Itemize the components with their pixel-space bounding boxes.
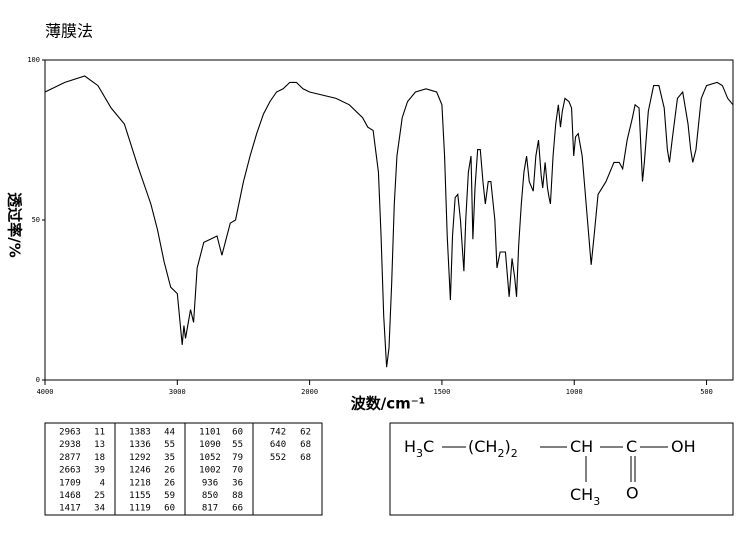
- structure-group: H3C: [404, 437, 434, 460]
- x-axis-title: 波数/cm⁻¹: [351, 395, 426, 413]
- structure-group: CH: [570, 437, 593, 456]
- peak-transmittance: 60: [164, 504, 175, 514]
- peak-transmittance: 62: [300, 428, 311, 438]
- peak-transmittance: 13: [94, 440, 105, 450]
- x-tick-label: 2000: [301, 388, 318, 396]
- peak-wavenumber: 1119: [129, 504, 151, 514]
- y-axis-title: 透过率/%: [6, 192, 24, 258]
- x-tick-label: 4000: [37, 388, 54, 396]
- peak-wavenumber: 1052: [199, 453, 221, 463]
- peak-transmittance: 44: [164, 428, 175, 438]
- peak-wavenumber: 936: [202, 478, 218, 488]
- peak-wavenumber: 640: [270, 440, 286, 450]
- peak-wavenumber: 850: [202, 491, 218, 501]
- structure-bonds: [442, 446, 668, 482]
- peak-transmittance: 26: [164, 466, 175, 476]
- peak-wavenumber: 817: [202, 504, 218, 514]
- structure-group: C: [626, 437, 637, 456]
- peak-transmittance: 55: [164, 440, 175, 450]
- peak-table-frame: [44, 422, 323, 516]
- peak-wavenumber: 1383: [129, 428, 151, 438]
- peak-wavenumber: 1292: [129, 453, 151, 463]
- peak-wavenumber: 1336: [129, 440, 151, 450]
- y-tick-label: 50: [32, 216, 40, 224]
- peak-wavenumber: 1101: [199, 428, 221, 438]
- peak-transmittance: 79: [232, 453, 243, 463]
- peak-transmittance: 55: [232, 440, 243, 450]
- peak-wavenumber: 1468: [59, 491, 81, 501]
- chart-title: 薄膜法: [45, 22, 93, 41]
- plot-frame: [44, 59, 734, 381]
- structure-group: (CH2)2: [468, 437, 518, 460]
- peak-wavenumber: 1155: [129, 491, 151, 501]
- x-tick-label: 500: [700, 388, 713, 396]
- peak-transmittance: 18: [94, 453, 105, 463]
- peak-transmittance: 11: [94, 428, 105, 438]
- peak-wavenumber: 1417: [59, 504, 81, 514]
- peak-wavenumber: 2877: [59, 453, 81, 463]
- peak-transmittance: 4: [100, 478, 105, 488]
- peak-wavenumber: 742: [270, 428, 286, 438]
- y-tick-label: 100: [27, 56, 40, 64]
- peak-transmittance: 36: [232, 478, 243, 488]
- peak-wavenumber: 1002: [199, 466, 221, 476]
- peak-transmittance: 35: [164, 453, 175, 463]
- x-tick-label: 1500: [433, 388, 450, 396]
- peak-wavenumber: 2663: [59, 466, 81, 476]
- x-tick-label: 3000: [169, 388, 186, 396]
- peak-wavenumber: 1709: [59, 478, 81, 488]
- peak-transmittance: 39: [94, 466, 105, 476]
- peak-wavenumber: 1246: [129, 466, 151, 476]
- structure-group: OH: [671, 437, 696, 456]
- structure-carbonyl: O: [626, 484, 639, 503]
- peak-wavenumber: 1218: [129, 478, 151, 488]
- peak-wavenumber: 2963: [59, 428, 81, 438]
- peak-transmittance: 66: [232, 504, 243, 514]
- peak-transmittance: 68: [300, 440, 311, 450]
- peak-transmittance: 88: [232, 491, 243, 501]
- peak-transmittance: 25: [94, 491, 105, 501]
- peak-transmittance: 59: [164, 491, 175, 501]
- peak-wavenumber: 2938: [59, 440, 81, 450]
- peak-transmittance: 34: [94, 504, 105, 514]
- peak-transmittance: 60: [232, 428, 243, 438]
- peak-transmittance: 68: [300, 453, 311, 463]
- x-tick-label: 1000: [566, 388, 583, 396]
- y-tick-label: 0: [36, 376, 40, 384]
- structure-branch: CH3: [570, 485, 600, 508]
- peak-transmittance: 70: [232, 466, 243, 476]
- peak-wavenumber: 552: [270, 453, 286, 463]
- spectrum-line: [44, 75, 734, 368]
- peak-transmittance: 26: [164, 478, 175, 488]
- peak-wavenumber: 1090: [199, 440, 221, 450]
- structure-frame: [389, 422, 734, 516]
